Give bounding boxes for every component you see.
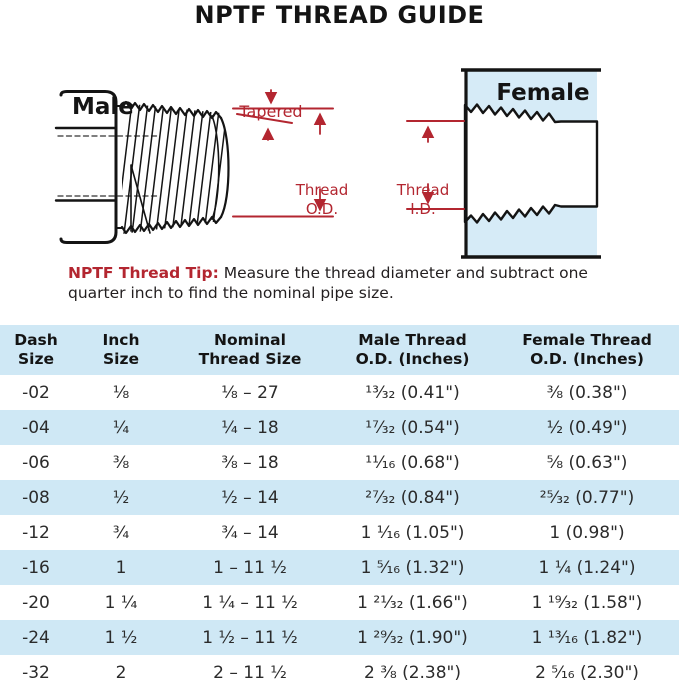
thread-od-label: Thread O.D.: [295, 181, 349, 218]
cell-dash-size: -20: [22, 592, 50, 613]
cell-female-od: ⅜ (0.38"): [546, 382, 628, 403]
table-row: -08 ½ ½ – 14 ²⁷⁄₃₂ (0.84") ²⁵⁄₃₂ (0.77"): [0, 480, 679, 515]
thread-tip-text: Measure the thread diameter and subtract…: [68, 264, 588, 303]
cell-dash-size: -08: [22, 487, 50, 508]
cell-nominal-thread: ¾ – 14: [221, 522, 279, 543]
cell-nominal-thread: 1 ¼ – 11 ½: [202, 592, 298, 613]
cell-inch-size: ⅛: [112, 382, 130, 403]
cell-female-od: ²⁵⁄₃₂ (0.77"): [539, 487, 635, 508]
col-header-female-thread-od: Female Thread O.D. (Inches): [495, 325, 679, 375]
tapered-label: Tapered: [239, 102, 303, 121]
table-row: -24 1 ½ 1 ½ – 11 ½ 1 ²⁹⁄₃₂ (1.90") 1 ¹³⁄…: [0, 620, 679, 655]
cell-nominal-thread: ⅜ – 18: [221, 452, 279, 473]
cell-female-od: 1 ¼ (1.24"): [538, 557, 636, 578]
table-body: -02 ⅛ ⅛ – 27 ¹³⁄₃₂ (0.41") ⅜ (0.38") -04…: [0, 375, 679, 690]
cell-nominal-thread: ¼ – 18: [221, 417, 279, 438]
cell-female-od: 1 (0.98"): [549, 522, 625, 543]
cell-nominal-thread: 1 – 11 ½: [213, 557, 287, 578]
cell-inch-size: ½: [112, 487, 130, 508]
cell-male-od: 1 ⁵⁄₁₆ (1.32"): [360, 557, 465, 578]
table-row: -02 ⅛ ⅛ – 27 ¹³⁄₃₂ (0.41") ⅜ (0.38"): [0, 375, 679, 410]
male-label: Male: [72, 94, 134, 120]
cell-nominal-thread: 1 ½ – 11 ½: [202, 627, 298, 648]
cell-male-od: 1 ²⁹⁄₃₂ (1.90"): [357, 627, 468, 648]
cell-inch-size: ¾: [112, 522, 130, 543]
cell-dash-size: -16: [22, 557, 50, 578]
cell-nominal-thread: ½ – 14: [221, 487, 279, 508]
cell-female-od: 1 ¹⁹⁄₃₂ (1.58"): [531, 592, 643, 613]
page-title: NPTF THREAD GUIDE: [194, 1, 485, 29]
table-row: -20 1 ¼ 1 ¼ – 11 ½ 1 ²¹⁄₃₂ (1.66") 1 ¹⁹⁄…: [0, 585, 679, 620]
thread-diagram-art: [54, 68, 601, 259]
cell-male-od: 2 ⅜ (2.38"): [363, 662, 462, 683]
cell-inch-size: 1: [115, 557, 127, 578]
thread-tip-note: NPTF Thread Tip: Measure the thread diam…: [68, 263, 628, 304]
cell-dash-size: -02: [22, 382, 50, 403]
female-fitting-drawing: [461, 68, 601, 259]
cell-female-od: ½ (0.49"): [546, 417, 628, 438]
cell-dash-size: -32: [22, 662, 50, 683]
cell-female-od: 1 ¹³⁄₁₆ (1.82"): [531, 627, 643, 648]
col-header-dash-size: Dash Size: [0, 325, 72, 375]
cell-inch-size: ¼: [112, 417, 130, 438]
cell-male-od: ¹¹⁄₁₆ (0.68"): [365, 452, 460, 473]
cell-male-od: ¹³⁄₃₂ (0.41"): [365, 382, 460, 403]
col-header-nominal-thread: Nominal Thread Size: [170, 325, 330, 375]
cell-inch-size: 1 ½: [104, 627, 138, 648]
table-header: Dash Size Inch Size Nominal Thread Size …: [0, 325, 679, 375]
cell-male-od: 1 ²¹⁄₃₂ (1.66"): [357, 592, 468, 613]
cell-inch-size: 1 ¼: [104, 592, 138, 613]
col-header-male-thread-od: Male Thread O.D. (Inches): [330, 325, 495, 375]
female-label: Female: [496, 80, 590, 106]
table-row: -16 1 1 – 11 ½ 1 ⁵⁄₁₆ (1.32") 1 ¼ (1.24"…: [0, 550, 679, 585]
cell-nominal-thread: ⅛ – 27: [221, 382, 279, 403]
table-row: -04 ¼ ¼ – 18 ¹⁷⁄₃₂ (0.54") ½ (0.49"): [0, 410, 679, 445]
cell-dash-size: -24: [22, 627, 50, 648]
thread-size-table: Dash Size Inch Size Nominal Thread Size …: [0, 325, 679, 690]
cell-nominal-thread: 2 – 11 ½: [213, 662, 287, 683]
cell-inch-size: ⅜: [112, 452, 130, 473]
table-header-row: Dash Size Inch Size Nominal Thread Size …: [0, 325, 679, 375]
cell-female-od: 2 ⁵⁄₁₆ (2.30"): [535, 662, 639, 683]
thread-diagram: Male Female Tapered Thread O.D. Thread I…: [0, 38, 679, 264]
col-header-inch-size: Inch Size: [72, 325, 170, 375]
table-row: -06 ⅜ ⅜ – 18 ¹¹⁄₁₆ (0.68") ⅝ (0.63"): [0, 445, 679, 480]
cell-dash-size: -12: [22, 522, 50, 543]
male-fitting-drawing: [54, 90, 230, 244]
dimension-annotations: [232, 89, 465, 218]
cell-male-od: ¹⁷⁄₃₂ (0.54"): [365, 417, 460, 438]
thread-id-label: Thread I.D.: [396, 181, 450, 218]
thread-tip-label: NPTF Thread Tip:: [68, 264, 219, 282]
cell-dash-size: -04: [22, 417, 50, 438]
table-row: -12 ¾ ¾ – 14 1 ¹⁄₁₆ (1.05") 1 (0.98"): [0, 515, 679, 550]
cell-inch-size: 2: [115, 662, 127, 683]
cell-male-od: 1 ¹⁄₁₆ (1.05"): [360, 522, 465, 543]
table-row: -32 2 2 – 11 ½ 2 ⅜ (2.38") 2 ⁵⁄₁₆ (2.30"…: [0, 655, 679, 690]
cell-female-od: ⅝ (0.63"): [546, 452, 628, 473]
cell-dash-size: -06: [22, 452, 50, 473]
cell-male-od: ²⁷⁄₃₂ (0.84"): [365, 487, 460, 508]
